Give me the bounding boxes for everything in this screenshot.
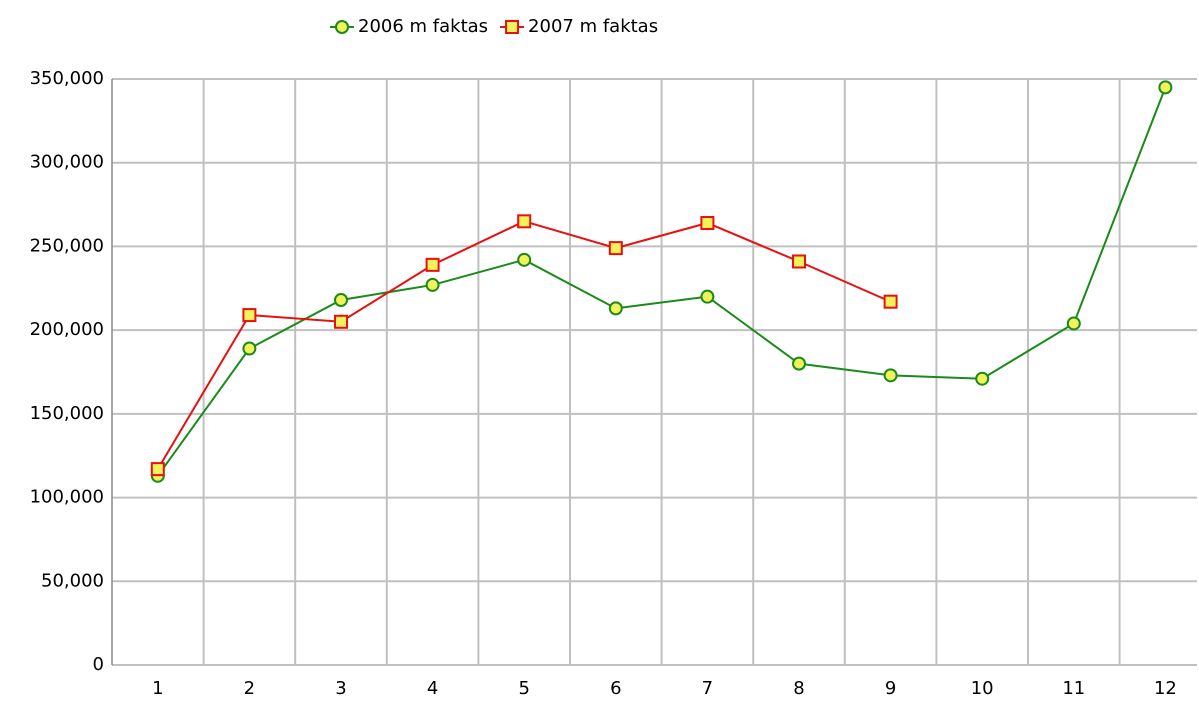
marker [883,294,898,309]
y-tick-label: 50,000 [41,570,104,591]
marker [700,289,715,304]
x-tick-label: 6 [610,678,621,699]
marker [883,368,898,383]
marker [608,241,623,256]
legend-label: 2006 m faktas [358,16,488,37]
x-tick-label: 7 [702,678,713,699]
marker [792,254,806,269]
marker [792,356,806,371]
marker [242,341,257,356]
y-tick-label: 300,000 [30,152,104,173]
legend-marker [335,20,349,34]
marker [425,257,440,272]
y-tick-label: 200,000 [30,319,104,340]
marker [1066,316,1081,331]
x-tick-label: 11 [1062,678,1085,699]
marker [242,308,257,323]
marker [334,293,348,308]
marker [517,252,532,267]
marker [150,462,165,477]
x-tick-label: 5 [518,678,529,699]
marker [975,371,990,386]
legend-label: 2007 m faktas [528,16,658,37]
y-tick-label: 100,000 [30,487,104,508]
x-tick-label: 2 [244,678,255,699]
x-tick-label: 10 [971,678,994,699]
legend-marker [505,20,520,34]
x-tick-label: 1 [152,678,163,699]
y-tick-label: 250,000 [30,235,104,256]
x-tick-label: 4 [427,678,438,699]
y-tick-label: 350,000 [30,68,104,89]
marker [700,215,715,230]
marker [1158,80,1173,95]
marker [608,301,623,316]
marker [334,314,348,329]
series-line [156,87,1167,477]
x-tick-label: 8 [793,678,804,699]
x-tick-label: 3 [335,678,346,699]
x-tick-label: 12 [1154,678,1177,699]
x-tick-label: 9 [885,678,896,699]
marker [517,214,532,229]
y-tick-label: 150,000 [30,403,104,424]
marker [425,277,440,292]
y-tick-label: 0 [93,654,104,675]
